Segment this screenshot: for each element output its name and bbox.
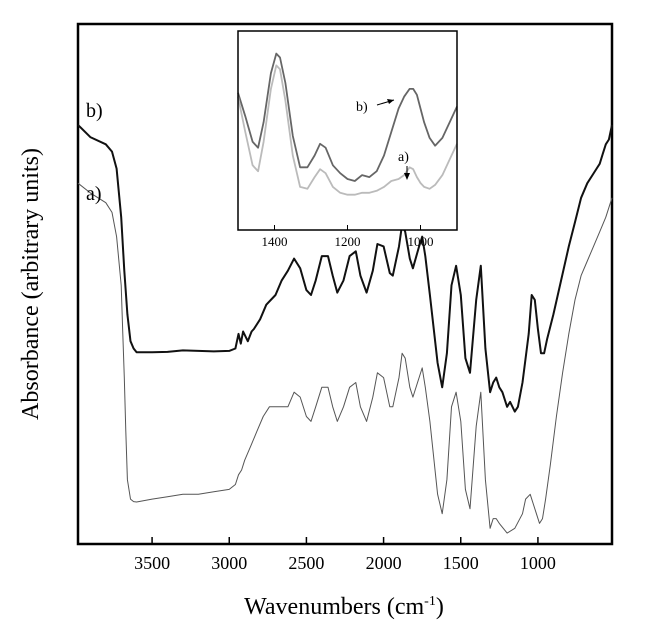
inset-x-tick-label-1200: 1200 (335, 234, 361, 249)
inset-arrowhead-b (387, 99, 394, 104)
x-tick-label-3500: 3500 (134, 553, 170, 573)
x-axis-title-superscript: -1 (424, 594, 436, 609)
x-axis-title: Wavenumbers (cm-1) (244, 594, 444, 620)
x-tick-label-2000: 2000 (366, 553, 402, 573)
x-tick-label-1000: 1000 (520, 553, 556, 573)
inset-series-line-b (237, 52, 458, 182)
inset-background (238, 31, 457, 230)
inset-x-tick-label-1400: 1400 (262, 234, 288, 249)
y-axis-title: Absorbance (arbitrary units) (18, 148, 44, 420)
series-line-a (77, 182, 613, 534)
inset-label-b: b) (356, 100, 368, 115)
x-tick-label-3000: 3000 (211, 553, 247, 573)
inset-arrowhead-a (404, 173, 410, 180)
x-axis-title-close: ) (436, 594, 444, 620)
series-label-a: a) (86, 183, 102, 205)
series-label-b: b) (86, 100, 103, 122)
x-axis-title-main: Wavenumbers (cm (244, 594, 424, 620)
inset-series-line-a (237, 64, 458, 196)
inset-label-a: a) (398, 150, 409, 165)
x-tick-label-2500: 2500 (288, 553, 324, 573)
main-plot-frame (76, 22, 614, 546)
x-tick-label-1500: 1500 (443, 553, 479, 573)
inset-x-tick-label-1000: 1000 (408, 234, 434, 249)
